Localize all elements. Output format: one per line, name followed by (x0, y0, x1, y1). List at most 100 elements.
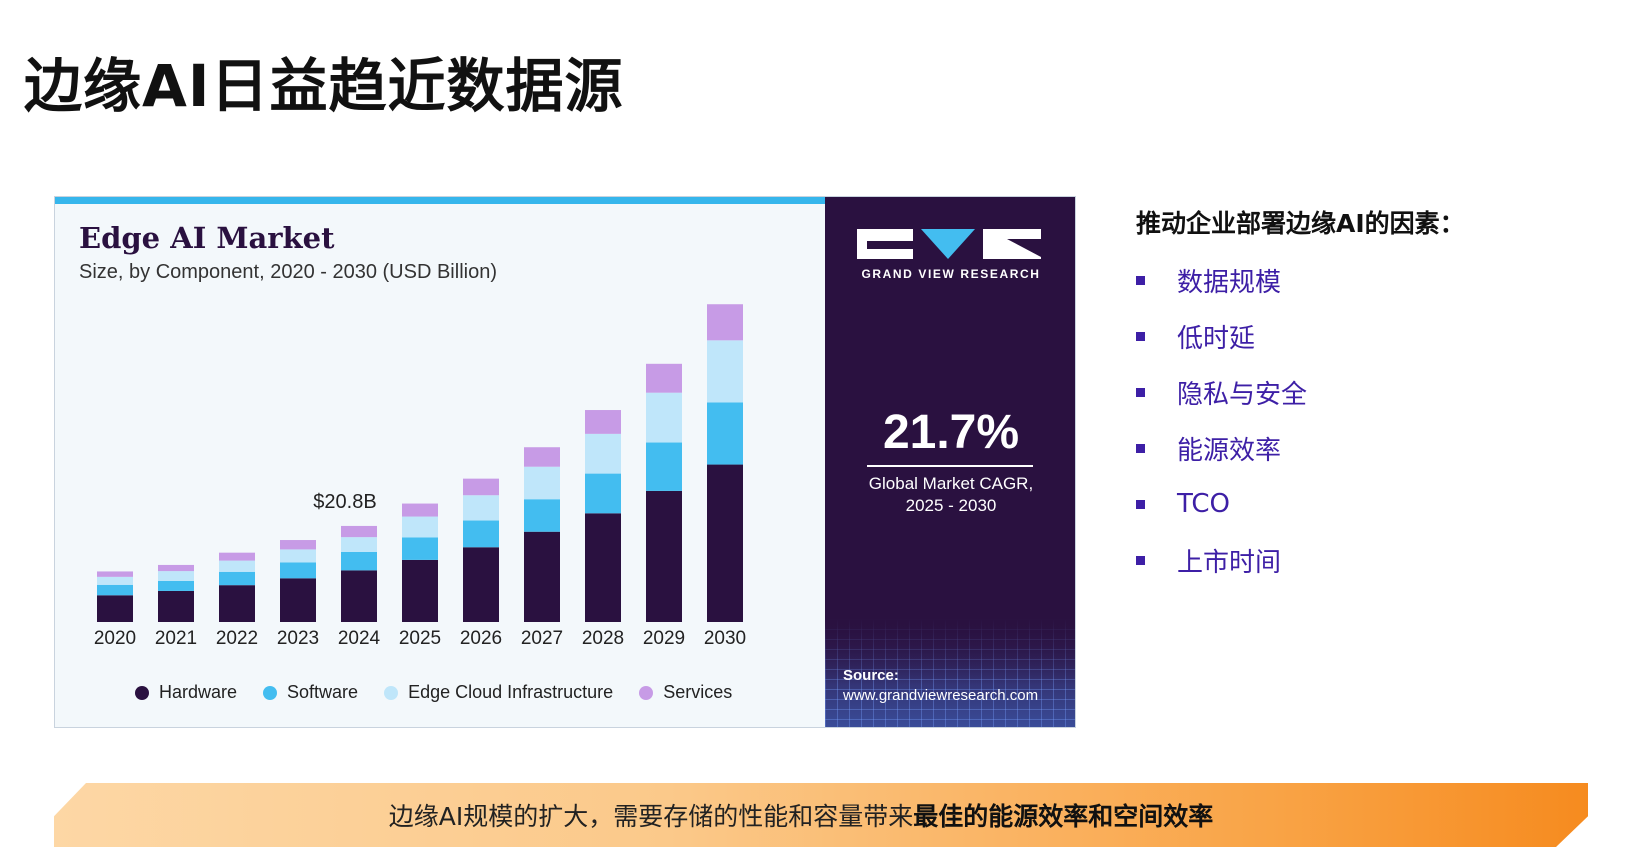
edge-ai-market-infographic: Edge AI Market Size, by Component, 2020 … (54, 196, 1076, 728)
bar-2027-hardware (524, 531, 560, 622)
square-bullet-icon (1136, 331, 1145, 341)
bar-2025-services (402, 503, 438, 517)
legend-label-hardware: Hardware (159, 682, 238, 702)
bar-2021-software (158, 580, 194, 591)
source-url: www.grandviewresearch.com (843, 687, 1039, 704)
bar-2023-hardware (280, 578, 316, 622)
bar-2021-services (158, 564, 194, 572)
legend-dot-software (263, 685, 278, 700)
legend-item-services: Services (639, 682, 732, 703)
legend-item-software: Software (263, 682, 358, 703)
factor-label: TCO (1177, 489, 1230, 519)
bar-2024-services (341, 525, 377, 538)
factors-heading: 推动企业部署边缘AI的因素： (1136, 209, 1465, 238)
bar-2020-hardware (97, 595, 133, 622)
cagr-divider (867, 465, 1033, 467)
factor-item: 能源效率 (1136, 420, 1307, 476)
legend-item-edge-cloud: Edge Cloud Infrastructure (384, 682, 613, 703)
bar-2025-software (402, 537, 438, 560)
legend-dot-edge-cloud (384, 685, 399, 700)
bar-2023-services (280, 540, 316, 550)
bar-2026-hardware (463, 547, 499, 622)
data-label-annotation: $20.8B (313, 491, 376, 513)
bar-2020-edge-cloud-infrastructure (97, 576, 133, 585)
decorative-grid (825, 619, 1075, 727)
bar-2025-edge-cloud-infrastructure (402, 516, 438, 538)
factor-item: 隐私与安全 (1136, 364, 1307, 420)
square-bullet-icon (1136, 275, 1145, 285)
bar-2029-edge-cloud-infrastructure (646, 392, 682, 443)
bar-2026-services (463, 478, 499, 496)
chart-legend: Hardware Software Edge Cloud Infrastruct… (135, 682, 732, 703)
bar-2022-services (219, 552, 255, 561)
square-bullet-icon (1136, 499, 1145, 509)
stacked-bar-chart: 2020 2021 2022 2023 2024 $20.8B 2025 2026 2027 20… (94, 304, 746, 649)
legend-label-edge-cloud: Edge Cloud Infrastructure (408, 682, 614, 702)
cagr-panel: GRAND VIEW RESEARCH 21.7% Global Market … (825, 197, 1075, 727)
x-tick-label: 2025 (399, 628, 441, 649)
bar-2027-software (524, 499, 560, 532)
banner-text: 边缘AI规模的扩大，需要存储的性能和容量带来最佳的能源效率和空间效率 (389, 797, 1214, 833)
legend-label-services: Services (663, 682, 733, 702)
square-bullet-icon (1136, 387, 1145, 397)
bar-2029-hardware (646, 490, 682, 622)
bar-2024-hardware (341, 570, 377, 622)
legend-label-software: Software (287, 682, 359, 702)
x-tick-label: 2023 (277, 628, 319, 649)
banner-text-bold: 最佳的能源效率和空间效率 (913, 802, 1214, 831)
cagr-label-line1: Global Market CAGR, (868, 474, 1034, 493)
grand-view-research-logo-icon (857, 229, 1041, 259)
chart-subtitle: Size, by Component, 2020 - 2030 (USD Bil… (79, 261, 497, 283)
bar-2026-edge-cloud-infrastructure (463, 495, 499, 521)
bar-2028-services (585, 410, 621, 434)
cagr-label: Global Market CAGR, 2025 - 2030 (825, 473, 1075, 517)
bar-2029-services (646, 363, 682, 393)
factor-label: 隐私与安全 (1177, 379, 1308, 410)
factors-list: 数据规模 低时延 隐私与安全 能源效率 TCO 上市时间 (1136, 252, 1307, 588)
bar-2028-hardware (585, 513, 621, 622)
bar-2021-edge-cloud-infrastructure (158, 571, 194, 581)
chart-title: Edge AI Market (79, 221, 335, 255)
factor-item: 低时延 (1136, 308, 1307, 364)
bar-2026-software (463, 520, 499, 548)
x-tick-label: 2029 (643, 628, 685, 649)
slide-title: 边缘AI日益趋近数据源 (24, 52, 624, 120)
bar-2023-software (280, 562, 316, 579)
bar-2030-hardware (707, 464, 743, 622)
bar-2021-hardware (158, 590, 194, 622)
bar-2028-software (585, 473, 621, 514)
bar-2030-services (707, 304, 743, 341)
bar-2028-edge-cloud-infrastructure (585, 433, 621, 474)
legend-item-hardware: Hardware (135, 682, 237, 703)
bar-2022-edge-cloud-infrastructure (219, 560, 255, 572)
bar-2022-hardware (219, 585, 255, 622)
bar-2030-software (707, 402, 743, 465)
x-tick-label: 2022 (216, 628, 258, 649)
factor-label: 低时延 (1177, 323, 1256, 354)
bar-2020-services (97, 571, 133, 577)
source-label: Source: (843, 667, 899, 684)
square-bullet-icon (1136, 443, 1145, 453)
bar-2027-services (524, 447, 560, 467)
x-tick-label: 2026 (460, 628, 502, 649)
x-tick-label: 2020 (94, 628, 136, 649)
x-tick-label: 2030 (704, 628, 746, 649)
bar-2023-edge-cloud-infrastructure (280, 549, 316, 563)
cagr-value: 21.7% (882, 406, 1020, 459)
x-tick-label: 2027 (521, 628, 563, 649)
factor-label: 上市时间 (1177, 547, 1282, 578)
x-tick-label: 2024 (338, 628, 381, 649)
cagr-label-line2: 2025 - 2030 (905, 496, 997, 515)
x-tick-label: 2021 (155, 628, 197, 649)
bar-2024-software (341, 551, 377, 571)
legend-dot-hardware (135, 685, 149, 700)
square-bullet-icon (1136, 555, 1145, 565)
banner-text-normal: 边缘AI规模的扩大，需要存储的性能和容量带来 (388, 802, 914, 831)
legend-dot-services (639, 685, 654, 700)
bar-2024-edge-cloud-infrastructure (341, 537, 377, 552)
bar-2030-edge-cloud-infrastructure (707, 340, 743, 403)
factor-label: 数据规模 (1177, 267, 1282, 298)
bar-2020-software (97, 584, 133, 596)
factor-item: TCO (1136, 476, 1307, 532)
bar-2027-edge-cloud-infrastructure (524, 466, 560, 500)
